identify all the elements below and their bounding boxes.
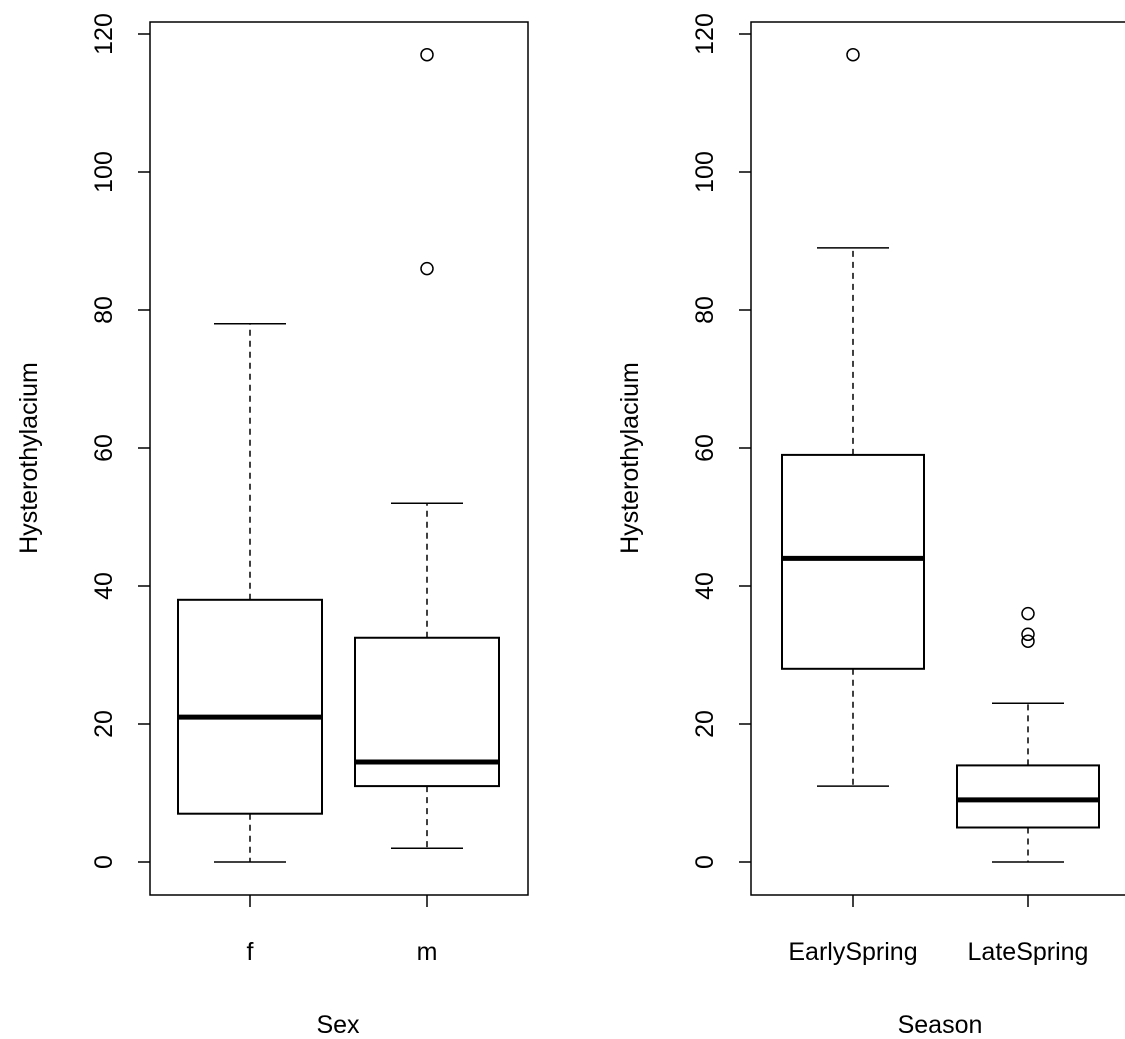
x-axis-label-sex: Sex (316, 1011, 360, 1039)
y-tick-label-80: 80 (691, 296, 719, 324)
y-tick-label-20: 20 (691, 710, 719, 738)
y-axis-ticks-season: 0 20 40 60 80 100 120 (691, 13, 751, 869)
x-tick-label-m: m (417, 938, 438, 966)
y-tick-label-100: 100 (691, 151, 719, 193)
box-m (354, 47, 500, 849)
x-tick-label-EarlySpring: EarlySpring (788, 938, 917, 966)
outlier-m-0 (420, 261, 434, 276)
plot-frame-sex (149, 21, 529, 896)
y-tick-label-60: 60 (90, 434, 118, 462)
y-tick-label-80: 80 (90, 296, 118, 324)
outlier-m-1 (420, 47, 434, 62)
boxes-season (781, 47, 1100, 863)
y-axis-label-sex: Hysterothylacium (15, 362, 43, 554)
outlier-LateSpring-2 (1021, 606, 1035, 621)
y-tick-label-0: 0 (90, 855, 118, 869)
outlier-LateSpring-1 (1021, 627, 1035, 642)
y-axis-ticks-sex: 0 20 40 60 80 100 120 (90, 13, 150, 869)
box-f (177, 323, 323, 863)
box-EarlySpring (781, 47, 925, 787)
iqr-box-f (177, 598, 323, 815)
x-axis-label-season: Season (898, 1011, 983, 1039)
plot-frame-season (750, 21, 1125, 896)
iqr-box-LateSpring (956, 764, 1100, 829)
boxes-sex (177, 47, 500, 863)
y-tick-label-100: 100 (90, 151, 118, 193)
iqr-box-m (354, 636, 500, 788)
y-tick-label-0: 0 (691, 855, 719, 869)
outlier-EarlySpring-0 (846, 47, 860, 62)
x-tick-label-LateSpring: LateSpring (968, 938, 1089, 966)
x-tick-label-f: f (247, 938, 254, 966)
y-tick-label-120: 120 (90, 13, 118, 55)
y-tick-label-20: 20 (90, 710, 118, 738)
outlier-LateSpring-0 (1021, 634, 1035, 648)
y-tick-label-120: 120 (691, 13, 719, 55)
panel-season: Hysterothylacium Season 020406080100120 … (616, 13, 1125, 1039)
y-axis-label-season: Hysterothylacium (616, 362, 644, 554)
y-tick-label-40: 40 (691, 572, 719, 600)
y-tick-label-60: 60 (691, 434, 719, 462)
iqr-box-EarlySpring (781, 453, 925, 670)
x-axis-ticks-season: EarlySpring LateSpring (788, 895, 1088, 966)
box-LateSpring (956, 606, 1100, 863)
y-tick-label-40: 40 (90, 572, 118, 600)
